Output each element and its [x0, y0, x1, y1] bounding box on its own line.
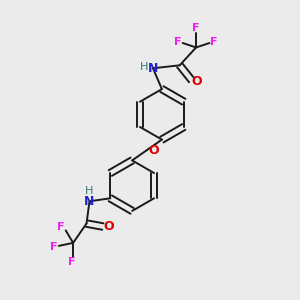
Text: N: N [148, 62, 158, 75]
Text: O: O [103, 220, 113, 233]
Text: F: F [192, 23, 200, 33]
Text: F: F [58, 222, 65, 233]
Text: N: N [84, 195, 95, 208]
Text: H: H [140, 62, 148, 72]
Text: O: O [148, 143, 159, 157]
Text: O: O [191, 75, 202, 88]
Text: F: F [50, 242, 58, 252]
Text: F: F [211, 37, 218, 47]
Text: F: F [174, 37, 182, 47]
Text: H: H [85, 186, 94, 196]
Text: F: F [68, 257, 75, 267]
